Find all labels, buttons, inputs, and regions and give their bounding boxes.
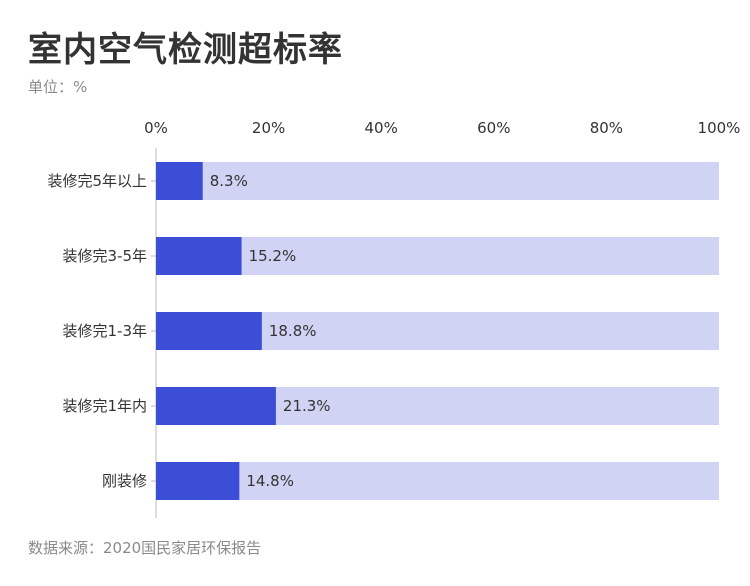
source-note: 数据来源：2020国民家居环保报告 <box>28 539 262 557</box>
unit-prefix: 单位： <box>28 78 74 96</box>
value-label: 14.8% <box>246 472 294 490</box>
value-label: 15.2% <box>249 247 297 265</box>
x-tick-label: 100% <box>698 119 741 137</box>
bar-background <box>156 237 719 275</box>
value-label: 8.3% <box>210 172 248 190</box>
category-label: 装修完3-5年 <box>63 247 148 265</box>
x-tick-label: 40% <box>365 119 398 137</box>
bar <box>156 462 240 500</box>
x-tick-label: 80% <box>590 119 623 137</box>
x-tick-label: 20% <box>252 119 285 137</box>
bar-background <box>156 462 719 500</box>
bar <box>156 237 242 275</box>
category-label: 装修完1年内 <box>62 397 147 415</box>
bar <box>156 162 203 200</box>
value-label: 21.3% <box>283 397 331 415</box>
category-label: 刚装修 <box>102 472 147 490</box>
value-label: 18.8% <box>269 322 317 340</box>
bar <box>156 387 276 425</box>
category-label: 装修完5年以上 <box>47 172 147 190</box>
x-tick-label: 60% <box>477 119 510 137</box>
bar <box>156 312 262 350</box>
x-tick-label: 0% <box>144 119 168 137</box>
bar-background <box>156 162 719 200</box>
category-label: 装修完1-3年 <box>63 322 148 340</box>
unit-note: 单位：% <box>28 76 87 97</box>
chart-title: 室内空气检测超标率 <box>28 30 343 70</box>
unit-value: % <box>73 78 88 96</box>
